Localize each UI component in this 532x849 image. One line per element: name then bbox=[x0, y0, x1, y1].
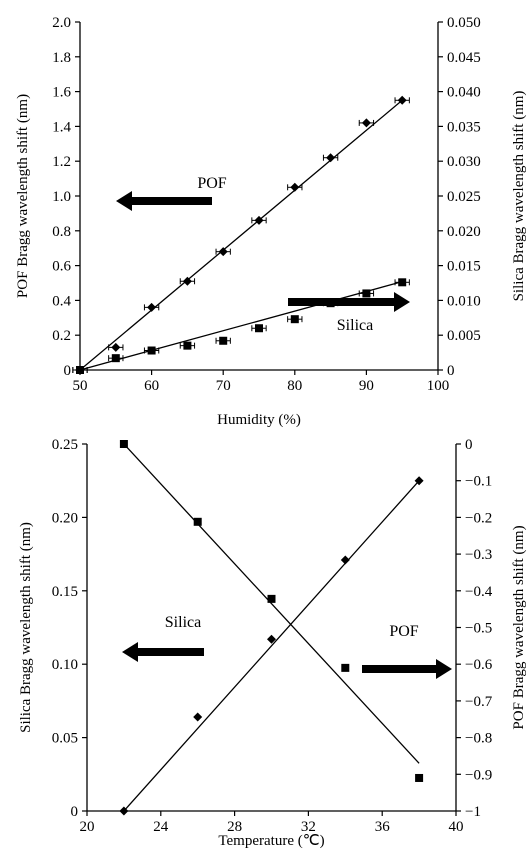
chart-2-x-tick-label: 36 bbox=[375, 819, 391, 835]
chart-1-y-right-tick-label: 0.045 bbox=[447, 50, 481, 66]
chart-1-y-right-tick-label: 0.010 bbox=[447, 293, 481, 309]
chart-1-x-axis-label: Humidity (%) bbox=[217, 412, 301, 428]
chart-2-point-silica bbox=[414, 476, 424, 486]
chart-2-y-right-tick-label: −0.3 bbox=[465, 547, 492, 563]
chart-2-x-axis-label: Temperature (℃) bbox=[218, 833, 324, 849]
chart-2-point-silica bbox=[119, 806, 129, 816]
chart-2-x-tick-label: 24 bbox=[153, 819, 169, 835]
chart-1-y-left-tick-label: 0.8 bbox=[52, 224, 71, 240]
chart-2-point-pof bbox=[119, 440, 128, 448]
chart-2-y-right-tick-label: −0.8 bbox=[465, 731, 492, 747]
chart-2-y-left-tick-label: 0.05 bbox=[52, 731, 78, 747]
chart-1-point-silica bbox=[290, 315, 299, 324]
chart-1-y-left-tick-label: 1.8 bbox=[52, 50, 71, 66]
chart-1-point-silica bbox=[147, 346, 156, 355]
chart-1-point-pof bbox=[147, 302, 157, 312]
chart-1-x-tick-label: 60 bbox=[144, 378, 159, 394]
chart-2-y-right-axis-label: POF Bragg wavelength shift (nm) bbox=[511, 525, 527, 729]
chart-2-arrow-right bbox=[362, 659, 452, 679]
chart-2-point-pof bbox=[193, 517, 202, 526]
chart-1-point-silica bbox=[183, 341, 192, 350]
chart-1-y-left-tick-label: 2.0 bbox=[52, 15, 71, 31]
chart-1-y-left-tick-label: 0.6 bbox=[52, 259, 71, 275]
chart-1-y-left-tick-label: 1.4 bbox=[52, 119, 71, 135]
chart-2-point-silica bbox=[267, 634, 276, 644]
chart-2-y-right-tick-label: −0.2 bbox=[465, 510, 492, 526]
chart-2-y-right-tick-label: −0.5 bbox=[465, 621, 492, 637]
chart-2-point-pof bbox=[415, 773, 424, 782]
chart-1-fit-line-silica bbox=[79, 280, 403, 371]
chart-1-point-silica bbox=[398, 278, 407, 287]
chart-1-y-left-tick-label: 1.6 bbox=[52, 85, 71, 101]
chart-2-point-silica bbox=[340, 555, 350, 565]
chart-2-fit-line-pof bbox=[123, 443, 420, 764]
chart-1-arrow-left bbox=[116, 191, 212, 211]
chart-1-y-left-tick-label: 1.0 bbox=[52, 189, 71, 205]
chart-1-y-right-axis-label: Silica Bragg wavelength shift (nm) bbox=[511, 91, 527, 302]
chart-2-y-left-tick-label: 0 bbox=[71, 804, 79, 820]
chart-1-point-pof bbox=[218, 247, 228, 257]
chart-1-point-pof bbox=[397, 95, 407, 105]
chart-2-y-left-tick-label: 0.25 bbox=[52, 437, 78, 453]
chart-1-y-left-tick-label: 0.4 bbox=[52, 293, 71, 309]
chart-1-y-right-tick-label: 0 bbox=[447, 363, 455, 379]
chart-1-annotation-pof: POF bbox=[197, 175, 226, 192]
chart-2-x-tick-label: 40 bbox=[449, 819, 464, 835]
chart-1-x-tick-label: 100 bbox=[427, 378, 450, 394]
chart-1-y-left-tick-label: 0.2 bbox=[52, 328, 71, 344]
chart-1-point-pof bbox=[254, 215, 264, 225]
chart-2-y-left-tick-label: 0.10 bbox=[52, 657, 78, 673]
chart-2-y-right-tick-label: −1 bbox=[465, 804, 481, 820]
chart-1-arrow-right bbox=[288, 292, 410, 312]
chart-1-y-right-tick-label: 0.040 bbox=[447, 85, 481, 101]
chart-2-x-tick-label: 28 bbox=[227, 819, 242, 835]
chart-1-point-silica bbox=[219, 336, 228, 345]
chart-2-y-right-tick-label: −0.7 bbox=[465, 694, 493, 710]
chart-1-point-pof bbox=[111, 342, 121, 352]
chart-1-point-pof bbox=[290, 182, 300, 192]
chart-2-y-right-tick-label: 0 bbox=[465, 437, 473, 453]
chart-2-y-left-tick-label: 0.15 bbox=[52, 584, 78, 600]
chart-2-arrow-left bbox=[122, 642, 204, 662]
chart-2-x-tick-label: 20 bbox=[80, 819, 95, 835]
chart-1-x-tick-label: 90 bbox=[359, 378, 374, 394]
chart-1-point-silica bbox=[362, 289, 371, 298]
chart-1-y-left-tick-label: 0 bbox=[64, 363, 72, 379]
chart-2-annotation-silica: Silica bbox=[165, 614, 201, 631]
chart-1-y-right-tick-label: 0.050 bbox=[447, 15, 481, 31]
chart-1-y-left-axis-label: POF Bragg wavelength shift (nm) bbox=[15, 94, 31, 298]
chart-1-x-tick-label: 70 bbox=[216, 378, 231, 394]
chart-1-y-right-tick-label: 0.030 bbox=[447, 154, 481, 170]
chart-1-point-pof bbox=[182, 276, 192, 286]
chart-1-y-right-tick-label: 0.025 bbox=[447, 189, 481, 205]
chart-1-annotation-silica: Silica bbox=[337, 317, 373, 334]
chart-1-y-left-tick-label: 1.2 bbox=[52, 154, 71, 170]
chart-1-y-right-tick-label: 0.020 bbox=[447, 224, 481, 240]
chart-1-point-pof bbox=[361, 118, 371, 128]
chart-2-annotation-pof: POF bbox=[389, 623, 418, 640]
chart-1-point-silica bbox=[76, 366, 84, 374]
chart-2-y-right-tick-label: −0.4 bbox=[465, 584, 493, 600]
chart-2-point-pof bbox=[267, 594, 276, 603]
chart-1-point-silica bbox=[255, 324, 263, 333]
chart-1-y-right-tick-label: 0.005 bbox=[447, 328, 481, 344]
chart-2-y-right-tick-label: −0.9 bbox=[465, 767, 492, 783]
chart-2-y-left-axis-label: Silica Bragg wavelength shift (nm) bbox=[18, 522, 34, 733]
chart-2-y-left-tick-label: 0.20 bbox=[52, 510, 78, 526]
chart-1-point-pof bbox=[326, 153, 336, 163]
chart-2-y-right-tick-label: −0.6 bbox=[465, 657, 493, 673]
chart-2-point-silica bbox=[193, 712, 203, 722]
chart-2-y-right-tick-label: −0.1 bbox=[465, 474, 492, 490]
chart-2-fit-line-silica bbox=[123, 480, 420, 812]
chart-2-point-pof bbox=[341, 663, 350, 672]
chart-1-x-tick-label: 50 bbox=[73, 378, 88, 394]
chart-1-y-right-tick-label: 0.035 bbox=[447, 119, 481, 135]
chart-1-x-tick-label: 80 bbox=[287, 378, 302, 394]
chart-1-y-right-tick-label: 0.015 bbox=[447, 259, 481, 275]
chart-1-point-silica bbox=[111, 354, 120, 363]
chart-2-x-tick-label: 32 bbox=[301, 819, 316, 835]
chart-1-fit-line-pof bbox=[79, 99, 403, 371]
